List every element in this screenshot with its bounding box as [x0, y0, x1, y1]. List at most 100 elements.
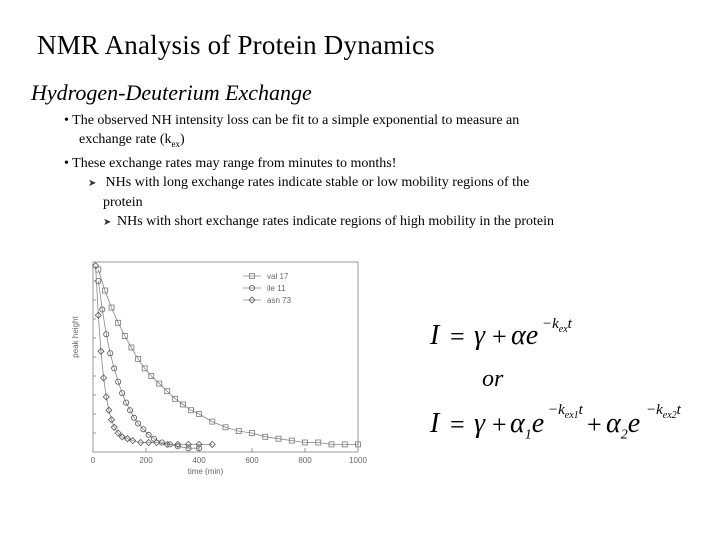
- data-point: [121, 333, 128, 339]
- data-point: [119, 390, 126, 397]
- sub-bullet-1: ➤ NHs with long exchange rates indicate …: [64, 173, 624, 193]
- eq2-alpha2-sub: 2: [620, 427, 628, 443]
- series-line: [97, 280, 199, 449]
- data-point: [248, 296, 256, 304]
- x-tick-label: 600: [245, 456, 259, 465]
- data-point: [164, 388, 171, 395]
- bullet-1-line-2-close: ): [180, 132, 185, 147]
- data-point: [110, 423, 118, 431]
- data-point: [145, 431, 152, 438]
- eq2-alpha1-sub: 1: [524, 427, 532, 443]
- data-point: [103, 331, 110, 338]
- legend-label: val 17: [267, 272, 289, 281]
- bullet-2: • These exchange rates may range from mi…: [64, 155, 397, 171]
- data-point: [249, 430, 255, 436]
- bullet-1-line-2: exchange rate (kex): [64, 130, 624, 154]
- data-point: [135, 356, 141, 362]
- arrow-bullet-icon: ➤: [88, 177, 97, 189]
- data-point: [107, 350, 114, 357]
- bullet-1-line-1: • The observed NH intensity loss can be …: [64, 113, 520, 128]
- data-point: [355, 441, 361, 448]
- plot-frame: [92, 261, 359, 453]
- eq1-exp-k: −k: [542, 316, 559, 332]
- data-point: [328, 441, 335, 448]
- data-point: [195, 440, 203, 448]
- data-point: [135, 420, 142, 427]
- eq2-gamma: γ: [474, 408, 486, 439]
- data-point: [123, 399, 130, 406]
- data-point: [249, 273, 255, 279]
- data-point: [100, 374, 108, 382]
- eq2-plus-2: +: [587, 410, 602, 439]
- data-point: [92, 262, 100, 270]
- data-point: [315, 439, 322, 446]
- data-point: [94, 311, 102, 319]
- data-point: [115, 378, 122, 385]
- eq1-gamma: γ: [474, 320, 486, 351]
- eq2-equals: =: [450, 410, 465, 439]
- eq1-alpha-e: αe: [511, 320, 539, 351]
- data-point: [248, 284, 255, 291]
- legend-label: asn 73: [267, 296, 292, 305]
- x-tick-label: 200: [139, 456, 153, 465]
- exchange-plot-svg: 0 200 400 600 800 1000 time (min) peak height va…: [71, 261, 367, 476]
- data-point: [185, 445, 192, 452]
- data-point: [150, 435, 157, 442]
- eq2-plus-1: +: [492, 410, 507, 439]
- eq2-exponent-2: −kex2t: [646, 402, 681, 421]
- eq1-I: I: [430, 320, 440, 351]
- sub-bullet-2: ➤ NHs with short exchange rates indicate …: [64, 212, 624, 232]
- x-tick-label: 0: [91, 456, 96, 465]
- eq1-exponent: −kext: [542, 316, 572, 335]
- eq2-exp1-t: t: [578, 402, 583, 418]
- x-tick-label: 400: [192, 456, 206, 465]
- data-point: [114, 429, 122, 437]
- data-point: [208, 440, 216, 448]
- slide-title: NMR Analysis of Protein Dynamics: [37, 30, 435, 60]
- x-tick-label: 1000: [349, 456, 367, 465]
- slide-subtitle: Hydrogen-Deuterium Exchange: [31, 80, 312, 105]
- bullet-1-line-2-text: exchange rate (k: [79, 132, 172, 147]
- eq2-exp2-sub: ex2: [662, 410, 677, 421]
- data-point: [209, 418, 216, 425]
- data-point: [195, 445, 202, 452]
- data-point: [174, 443, 181, 450]
- x-tick-label: 800: [298, 456, 312, 465]
- y-axis-label: peak height: [71, 316, 80, 358]
- eq1-exp-sub: ex: [558, 324, 568, 335]
- data-point: [148, 373, 155, 379]
- data-point: [156, 380, 163, 387]
- data-point: [131, 414, 138, 421]
- eq2-exp2-t: t: [676, 402, 681, 418]
- sub-bullet-1-continued: protein: [103, 194, 143, 210]
- data-point: [129, 437, 137, 445]
- arrow-bullet-icon: ➤: [103, 216, 112, 228]
- sub-bullet-1-text: NHs with long exchange rates indicate st…: [105, 174, 530, 190]
- data-point: [111, 365, 118, 372]
- data-point: [97, 347, 105, 355]
- data-point: [302, 439, 308, 446]
- legend-label: ile 11: [267, 284, 286, 293]
- eq2-e2: e: [627, 408, 641, 439]
- data-point: [275, 435, 282, 442]
- data-point: [102, 393, 110, 401]
- data-point: [235, 428, 242, 435]
- data-point: [115, 319, 122, 326]
- eq2-I: I: [430, 408, 440, 439]
- data-point: [128, 344, 135, 351]
- data-point: [123, 435, 132, 443]
- data-point: [99, 306, 106, 313]
- data-point: [108, 304, 115, 311]
- eq2-alpha-1: α1e: [510, 408, 544, 444]
- data-point: [107, 416, 116, 424]
- data-point: [222, 424, 229, 431]
- data-point: [196, 411, 202, 417]
- data-point: [145, 438, 153, 447]
- x-axis-label: time (min): [188, 467, 224, 476]
- data-point: [341, 441, 348, 448]
- eq2-exp2-k: −k: [646, 402, 663, 418]
- eq1-exp-t: t: [567, 316, 572, 332]
- sub-bullet-2-text: NHs with short exchange rates indicate r…: [117, 213, 555, 229]
- eq2-exp1-sub: ex1: [564, 410, 579, 421]
- data-point: [174, 440, 182, 448]
